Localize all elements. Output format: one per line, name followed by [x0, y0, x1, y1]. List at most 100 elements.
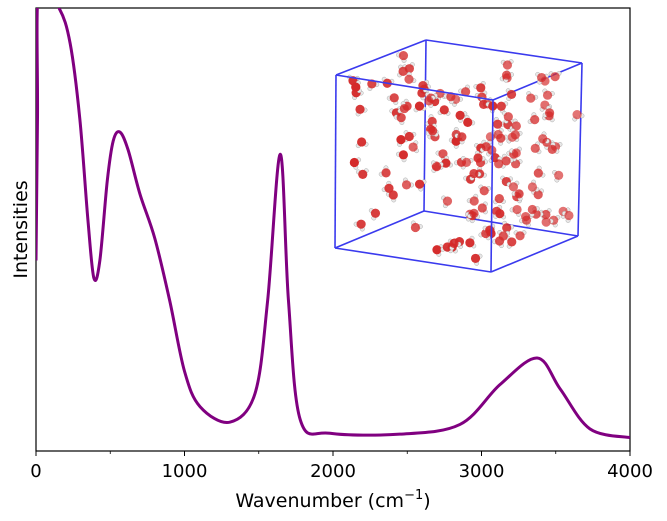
water-molecule: [500, 175, 513, 187]
x-tick-label: 2000: [310, 461, 356, 482]
water-molecule: [414, 179, 427, 192]
water-molecule: [505, 88, 517, 101]
water-molecule: [469, 168, 482, 181]
plot-area: [35, 7, 631, 452]
x-tick-label: 0: [30, 461, 41, 482]
water-molecule: [413, 101, 427, 113]
water-molecule: [527, 204, 540, 217]
water-molecule: [509, 204, 522, 217]
water-molecule: [425, 126, 439, 137]
water-molecule: [511, 189, 524, 202]
water-molecule: [408, 140, 419, 154]
water-molecule: [505, 235, 517, 249]
water-molecule: [458, 84, 471, 97]
x-tick-label: 3000: [459, 461, 505, 482]
water-molecule: [530, 141, 542, 155]
water-molecule: [513, 230, 527, 241]
water-molecule: [393, 113, 406, 125]
water-molecule: [404, 71, 417, 84]
water-molecule: [396, 50, 409, 63]
water-molecule: [397, 101, 409, 114]
water-molecule: [368, 208, 381, 221]
water-molecule: [437, 105, 451, 116]
water-box-inset: [334, 39, 585, 273]
water-molecule: [355, 104, 368, 117]
water-molecule: [454, 132, 467, 145]
box-edge-front: [334, 74, 337, 249]
box-edge: [577, 62, 583, 237]
water-molecule: [493, 209, 506, 220]
box-edge: [490, 235, 579, 273]
water-molecule: [349, 157, 362, 170]
water-molecule: [435, 149, 448, 162]
box-edge: [335, 39, 427, 76]
box-edge-front: [490, 99, 494, 273]
water-molecule: [506, 180, 520, 192]
water-molecule: [501, 70, 514, 83]
water-molecule: [385, 190, 398, 203]
water-molecule: [510, 128, 523, 140]
water-molecule: [381, 180, 394, 193]
water-molecule: [410, 220, 423, 233]
water-molecule: [424, 95, 436, 108]
box-edge: [423, 210, 579, 237]
water-molecule: [501, 153, 514, 166]
water-molecule: [403, 130, 417, 142]
box-edge-front: [334, 247, 492, 273]
water-molecule: [473, 81, 486, 93]
water-molecule: [441, 155, 453, 168]
water-molecule: [497, 230, 510, 241]
x-axis-label: Wavenumber (cm−1): [235, 488, 430, 512]
water-molecule: [527, 112, 540, 125]
water-molecule: [479, 139, 491, 153]
water-molecule: [527, 179, 540, 192]
water-molecule: [535, 72, 547, 85]
water-molecule: [538, 208, 552, 220]
water-molecule: [548, 71, 562, 82]
x-tick-label: 1000: [162, 461, 208, 482]
water-molecule: [467, 208, 481, 220]
water-molecule: [538, 131, 550, 144]
x-axis-ticks: 0 1000 2000 3000 4000: [30, 451, 653, 482]
water-molecule: [533, 165, 546, 178]
water-molecule: [477, 201, 488, 215]
water-molecule: [496, 133, 509, 146]
water-molecule: [355, 168, 369, 179]
y-axis-label: Intensities: [10, 180, 32, 278]
water-molecule: [465, 235, 477, 249]
water-molecule: [493, 116, 506, 129]
box-edge: [425, 39, 583, 64]
water-molecule: [460, 156, 474, 167]
water-molecule: [572, 110, 585, 122]
water-molecule: [493, 193, 506, 205]
water-molecule: [502, 111, 513, 124]
water-molecule: [509, 146, 522, 158]
box-edge: [334, 210, 425, 249]
water-molecule: [396, 150, 409, 163]
water-molecule: [353, 219, 366, 232]
water-molecule: [355, 137, 369, 149]
water-molecule: [430, 160, 444, 172]
water-molecule: [526, 91, 539, 103]
water-molecule: [401, 177, 414, 190]
spectrum-line: [36, 8, 630, 440]
x-tick-label: 4000: [607, 461, 653, 482]
water-molecule: [542, 88, 555, 100]
water-molecule: [542, 105, 555, 118]
water-molecule: [552, 170, 564, 183]
water-molecule: [463, 115, 476, 127]
water-molecule: [496, 101, 509, 114]
water-molecule: [478, 184, 492, 196]
water-molecule: [449, 238, 462, 251]
water-molecule: [473, 150, 486, 163]
water-molecule: [441, 195, 453, 209]
water-molecule: [386, 93, 399, 105]
water-molecule: [351, 80, 362, 94]
box-edge: [423, 39, 427, 212]
water-molecule: [378, 165, 391, 178]
water-molecule: [397, 64, 408, 78]
water-molecule: [519, 215, 532, 228]
water-molecule: [500, 59, 514, 70]
water-molecule: [455, 110, 468, 123]
